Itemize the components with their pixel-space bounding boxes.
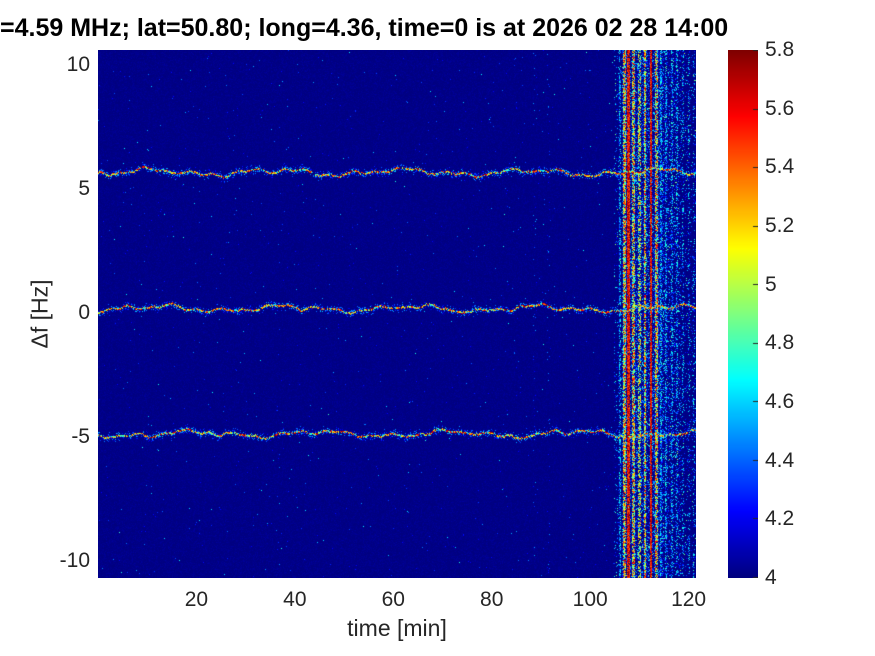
x-tick-label: 20	[184, 588, 209, 611]
colorbar-tick-label: 5.4	[765, 155, 795, 179]
colorbar-tick-label: 5	[765, 272, 777, 296]
colorbar-tick-label: 4.6	[765, 390, 795, 413]
colorbar-tick-label: 5.6	[765, 96, 795, 120]
colorbar-tick-label: 5.2	[765, 214, 795, 237]
colorbar-tick-label: 4.4	[765, 448, 795, 472]
figure-title: =4.59 MHz; lat=50.80; long=4.36, time=0 …	[0, 14, 729, 42]
y-tick-label: -10	[59, 548, 90, 572]
x-tick-label: 60	[381, 588, 405, 611]
colorbar-tick-label: 4	[765, 566, 777, 589]
y-tick-label: 0	[78, 300, 90, 324]
y-tick-label: 5	[78, 176, 90, 200]
spectrogram-canvas	[98, 50, 696, 578]
y-tick-label: 10	[66, 52, 90, 76]
colorbar	[728, 50, 758, 578]
x-tick-label: 80	[480, 588, 504, 611]
x-tick-label: 120	[671, 588, 707, 611]
y-tick-label: -5	[71, 424, 90, 448]
colorbar-tick-label: 4.2	[765, 507, 795, 531]
x-tick-label: 100	[572, 588, 608, 611]
colorbar-tick-label: 5.8	[765, 38, 795, 61]
x-tick-label: 40	[283, 588, 307, 611]
x-axis-label: time [min]	[347, 615, 447, 641]
colorbar-tick-label: 4.8	[765, 331, 795, 355]
